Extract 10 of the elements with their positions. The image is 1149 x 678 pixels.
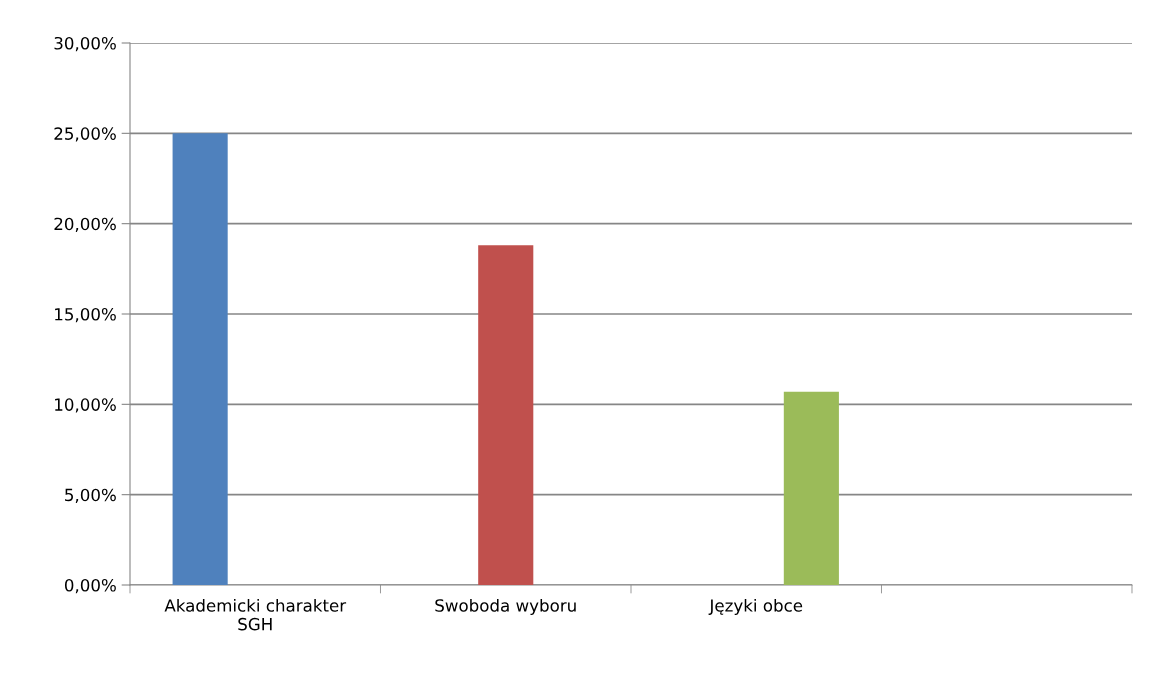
y-tick-label: 20,00% [54, 217, 116, 232]
x-tick-label: Języki obce [708, 598, 803, 616]
y-tick-label: 30,00% [54, 36, 116, 52]
y-tick-label: 15,00% [55, 307, 116, 323]
x-tick-label: Akademicki charakter SGH [164, 598, 347, 631]
y-tick-label: 0,00% [64, 578, 116, 594]
y-tick-label: 10,00% [55, 398, 116, 413]
y-tick-label: 25,00% [54, 127, 116, 142]
x-tick-label: Swoboda wyboru [435, 598, 576, 616]
y-tick-label: 5,00% [65, 488, 116, 503]
